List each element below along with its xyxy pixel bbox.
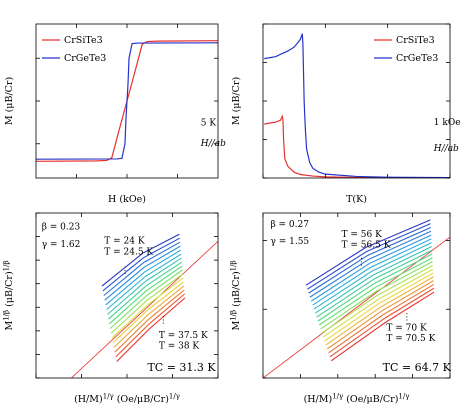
annotation: T = 24.5 K — [104, 247, 153, 257]
isotherm-curve — [324, 272, 434, 342]
tc-fit-line — [70, 240, 218, 378]
isotherm-curve — [107, 257, 182, 315]
annotation: ⋮ — [402, 313, 411, 323]
isotherm-curve — [109, 265, 183, 325]
isotherm-curve — [307, 223, 431, 290]
isotherm-curve — [104, 245, 181, 301]
isotherm-curve — [308, 226, 431, 294]
legend-label: CrGeTe3 — [64, 53, 106, 64]
chart-panel-b: T(K) M (μB/Cr) 1 kOe H//ab CrSiTe3 CrGeTe3 — [231, 23, 461, 205]
series-line-1 — [36, 42, 218, 160]
annotation: TC = 31.3 K — [147, 361, 216, 374]
legend-label: CrGeTe3 — [396, 53, 438, 64]
isotherm-curve — [321, 264, 433, 334]
isotherm-curve — [109, 269, 183, 329]
isotherm-curve — [112, 281, 184, 344]
isotherm-curve — [102, 237, 180, 292]
isotherm-curve — [106, 253, 182, 311]
annotation: T = 24 K — [104, 237, 145, 247]
isotherm-curve — [325, 276, 434, 346]
series-line-0 — [264, 114, 450, 178]
isotherm-curve — [108, 261, 183, 320]
annotation: TC = 64.7 K — [383, 361, 452, 374]
chart-panel-c: (H/M)1/γ (Oe/μB/Cr)1/γ M1/β (μB/Cr)1/β β =… — [3, 212, 219, 406]
isotherm-curve — [326, 280, 434, 350]
series-line-1 — [264, 33, 450, 178]
isotherm-curve — [105, 249, 182, 306]
isotherm-curve — [329, 287, 435, 358]
annotation: ⋮ — [357, 258, 366, 268]
isotherm-curve — [309, 230, 432, 298]
annotation: T = 70.5 K — [386, 334, 435, 344]
isotherm-curve — [311, 234, 432, 302]
isotherm-curve — [316, 249, 433, 318]
annotation: β = 0.23 — [42, 223, 81, 233]
annotation: ⋮ — [159, 316, 168, 326]
annotation: 5 K — [201, 119, 217, 129]
chart-panel-a: H (kOe) M (μB/Cr) 5 K H//ab CrSiTe3 CrGeTe3 — [4, 23, 226, 205]
plot-area — [263, 219, 450, 378]
x-axis-label: H (kOe) — [108, 194, 146, 205]
isotherm-curve — [318, 257, 433, 326]
isotherm-curve — [320, 261, 433, 330]
plot-area — [264, 33, 450, 178]
isotherm-curve — [113, 285, 185, 348]
isotherm-curve — [313, 242, 432, 310]
plot-frame — [262, 23, 451, 179]
annotation: T = 70 K — [386, 324, 427, 334]
isotherm-curve — [305, 219, 431, 286]
x-axis-label: (H/M)1/γ (Oe/μB/Cr)1/γ — [304, 393, 410, 406]
isotherm-curve — [114, 289, 185, 353]
isotherm-curve — [322, 268, 434, 338]
annotation: γ = 1.62 — [42, 240, 81, 250]
x-axis-label: T(K) — [346, 194, 367, 205]
annotation: H//ab — [433, 144, 459, 154]
isotherm-curve — [330, 291, 435, 362]
annotation: β = 0.27 — [270, 220, 309, 230]
isotherm-curve — [116, 297, 186, 362]
annotation: ⋮ — [121, 266, 130, 276]
annotation: T = 56 K — [342, 230, 383, 240]
isotherm-curve — [328, 283, 434, 354]
isotherm-curve — [103, 241, 181, 296]
plot-area — [70, 233, 218, 378]
annotation: T = 56.5 K — [342, 240, 391, 250]
isotherm-curve — [312, 238, 432, 306]
y-axis-label: M1/β (μB/Cr)1/β — [3, 260, 16, 330]
annotation: H//ab — [200, 139, 226, 149]
y-axis-label: M (μB/Cr) — [4, 77, 15, 125]
plot-area — [36, 40, 218, 162]
legend-label: CrSiTe3 — [64, 35, 103, 46]
isotherm-curve — [115, 293, 186, 358]
legend-label: CrSiTe3 — [396, 35, 435, 46]
annotation: γ = 1.55 — [270, 237, 309, 247]
chart-panel-d: (H/M)1/γ (Oe/μB/Cr)1/γ M1/β (μB/Cr)1/β β =… — [230, 212, 452, 406]
isotherm-curve — [315, 245, 432, 314]
plot-frame — [262, 212, 451, 379]
isotherm-curve — [110, 273, 184, 334]
annotation: T = 38 K — [159, 342, 200, 352]
annotation: 1 kOe — [434, 118, 461, 128]
isotherm-curve — [101, 233, 180, 287]
isotherm-curve — [111, 277, 184, 339]
y-axis-label: M1/β (μB/Cr)1/β — [230, 260, 243, 330]
annotation: T = 37.5 K — [159, 331, 208, 341]
x-axis-label: (H/M)1/γ (Oe/μB/Cr)1/γ — [74, 393, 180, 406]
isotherm-curve — [317, 253, 433, 322]
y-axis-label: M (μB/Cr) — [231, 77, 242, 125]
